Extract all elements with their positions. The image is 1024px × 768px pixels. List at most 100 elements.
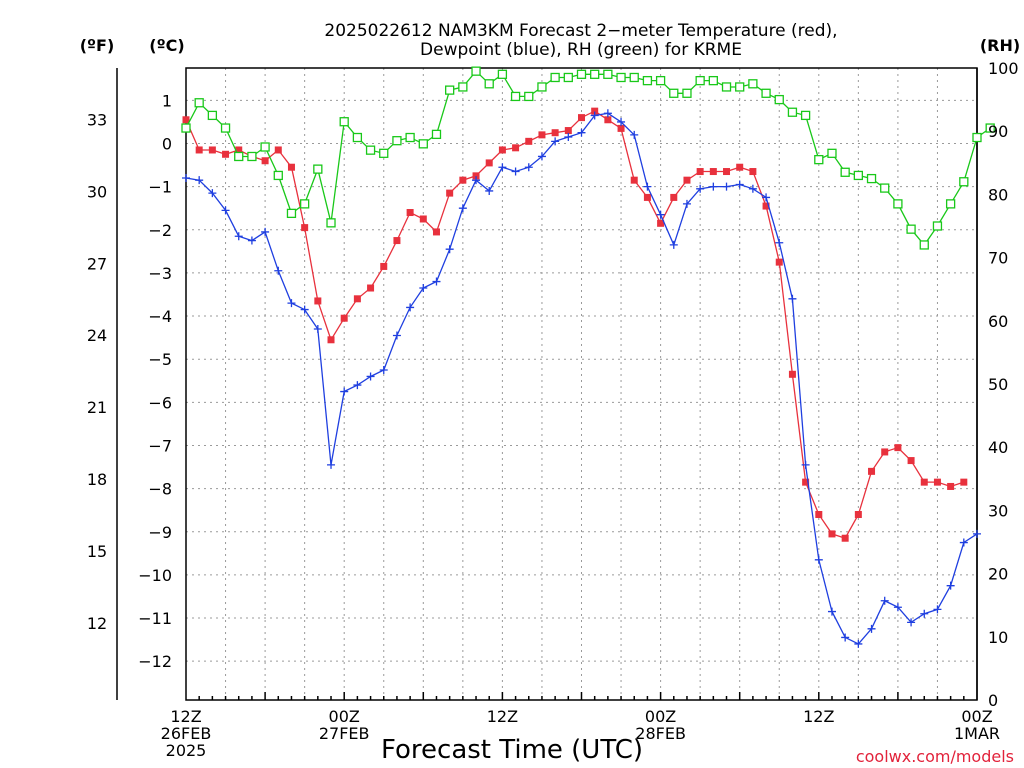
point-dewpoint	[419, 284, 428, 293]
point-temperature	[749, 168, 757, 176]
celsius-tick-label: −9	[148, 523, 172, 542]
point-rh	[313, 164, 323, 174]
point-rh	[260, 142, 270, 152]
point-temperature	[564, 127, 572, 135]
point-rh	[510, 91, 521, 102]
point-dewpoint	[643, 182, 652, 191]
point-dewpoint	[814, 555, 823, 564]
point-temperature	[498, 146, 506, 154]
point-rh	[721, 82, 732, 92]
point-temperature	[591, 107, 599, 115]
point-rh	[234, 151, 244, 162]
point-temperature	[854, 510, 862, 518]
point-dewpoint	[458, 204, 467, 213]
fahrenheit-tick-label: 30	[87, 182, 107, 201]
point-rh	[247, 151, 257, 162]
rh-unit-label: (RH)	[980, 36, 1020, 55]
point-rh	[827, 148, 837, 158]
point-rh	[431, 129, 442, 140]
point-temperature	[815, 510, 823, 518]
point-dewpoint	[709, 182, 718, 191]
point-rh	[866, 173, 877, 184]
point-temperature	[828, 530, 836, 538]
point-rh	[919, 240, 929, 250]
point-rh	[893, 199, 903, 209]
celsius-tick-label: −11	[138, 609, 172, 628]
celsius-tick-label: −12	[138, 652, 172, 671]
point-rh	[695, 75, 705, 86]
point-dewpoint	[880, 596, 889, 605]
point-dewpoint	[327, 460, 336, 469]
point-rh	[787, 107, 798, 117]
point-dewpoint	[590, 111, 599, 120]
point-dewpoint	[656, 210, 665, 219]
point-dewpoint	[208, 189, 217, 198]
point-dewpoint	[867, 624, 876, 633]
point-temperature	[472, 172, 480, 180]
point-dewpoint	[498, 163, 507, 172]
point-temperature	[696, 168, 704, 176]
point-dewpoint	[537, 152, 546, 161]
celsius-tick-label: 1	[162, 91, 172, 110]
rh-tick-label: 40	[988, 438, 1008, 457]
chart-title-line-1: 2025022612 NAM3KM Forecast 2−meter Tempe…	[324, 21, 837, 41]
point-rh	[497, 69, 508, 79]
point-rh	[959, 177, 969, 187]
point-temperature	[894, 444, 902, 452]
point-dewpoint	[366, 372, 375, 381]
point-temperature	[367, 284, 375, 292]
point-rh	[537, 82, 547, 92]
point-dewpoint	[722, 182, 731, 191]
point-temperature	[525, 137, 533, 145]
rh-tick-label: 0	[988, 691, 998, 710]
point-dewpoint	[854, 639, 863, 648]
celsius-tick-label: −2	[148, 221, 172, 240]
point-temperature	[723, 168, 731, 176]
point-dewpoint	[261, 227, 270, 236]
point-dewpoint	[432, 277, 441, 286]
point-rh	[379, 148, 389, 158]
point-dewpoint	[946, 581, 955, 590]
point-dewpoint	[827, 607, 836, 616]
point-rh	[814, 154, 824, 165]
point-rh	[471, 66, 481, 76]
point-dewpoint	[511, 167, 520, 176]
point-dewpoint	[933, 605, 942, 614]
point-rh	[326, 218, 336, 228]
point-temperature	[841, 534, 849, 542]
point-rh	[880, 183, 890, 193]
point-temperature	[868, 467, 876, 475]
x-tick-label: 12Z	[803, 707, 834, 726]
point-dewpoint	[801, 460, 810, 469]
point-rh	[392, 136, 402, 146]
point-temperature	[222, 150, 230, 158]
point-dewpoint	[959, 538, 968, 547]
point-temperature	[512, 144, 520, 152]
point-rh	[735, 82, 745, 92]
point-rh	[603, 69, 613, 79]
point-rh	[761, 88, 771, 98]
point-rh	[774, 94, 784, 105]
point-temperature	[617, 124, 625, 132]
point-temperature	[538, 131, 546, 139]
fahrenheit-tick-label: 33	[87, 111, 107, 130]
gridlines	[186, 68, 977, 700]
point-dewpoint	[973, 529, 981, 538]
point-dewpoint	[617, 117, 626, 126]
point-rh	[339, 117, 349, 127]
x-tick-label: 2025	[166, 741, 207, 760]
point-dewpoint	[287, 299, 296, 308]
celsius-tick-label: −6	[148, 393, 172, 412]
point-rh	[352, 132, 363, 143]
point-temperature	[947, 482, 955, 490]
fahrenheit-tick-label: 12	[87, 614, 107, 633]
celsius-tick-label: −1	[148, 178, 172, 197]
point-rh	[220, 123, 231, 133]
point-temperature	[314, 297, 322, 305]
point-dewpoint	[564, 133, 573, 142]
fahrenheit-tick-label: 18	[87, 470, 107, 489]
point-rh	[669, 88, 679, 98]
point-temperature	[788, 370, 796, 378]
point-dewpoint	[748, 184, 757, 193]
